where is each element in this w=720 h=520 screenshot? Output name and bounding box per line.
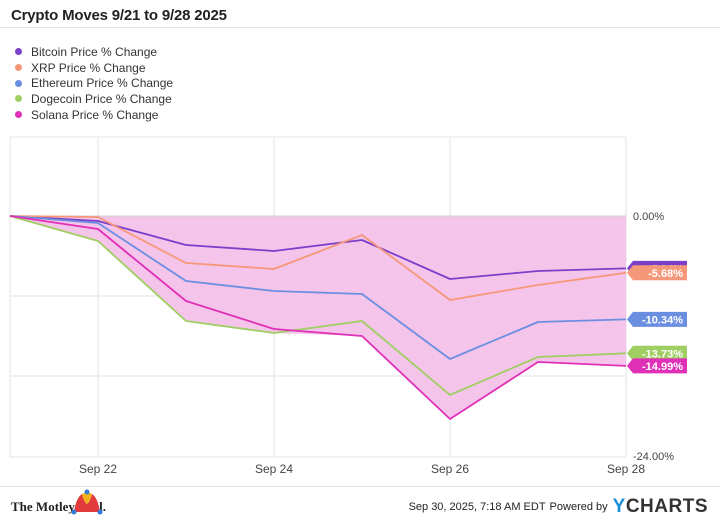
legend: Bitcoin Price % Change XRP Price % Chang…	[15, 44, 173, 122]
legend-dot-dogecoin	[15, 95, 22, 103]
end-label-tag-xrp	[627, 265, 687, 281]
end-label-text-ethereum: -10.34%	[642, 314, 683, 326]
legend-dot-ethereum	[15, 79, 22, 87]
end-label-text-dogecoin: -13.73%	[642, 348, 683, 360]
series-line-solana	[9, 215, 627, 420]
shaded-band	[10, 216, 626, 419]
legend-dot-bitcoin	[15, 48, 22, 56]
series-line-dogecoin	[9, 215, 627, 396]
powered-by-label: Powered by	[549, 501, 608, 513]
title-divider	[0, 27, 720, 28]
series-line-xrp	[9, 215, 627, 301]
end-label-tag-ethereum	[627, 311, 687, 327]
legend-dot-solana	[15, 111, 22, 119]
x-tick-label-2: Sep 26	[431, 462, 469, 476]
end-label-text-xrp: -5.68%	[648, 268, 683, 280]
footer-attribution: Sep 30, 2025, 7:18 AM EDT Powered by YCH…	[409, 496, 708, 518]
legend-label-xrp: XRP Price % Change	[31, 60, 146, 75]
legend-item-xrp[interactable]: XRP Price % Change	[15, 60, 173, 76]
end-label-ethereum: -10.34%	[627, 311, 687, 327]
legend-item-dogecoin[interactable]: Dogecoin Price % Change	[15, 91, 173, 107]
legend-label-bitcoin: Bitcoin Price % Change	[31, 44, 158, 59]
end-label-dogecoin: -13.73%	[627, 345, 687, 361]
legend-item-solana[interactable]: Solana Price % Change	[15, 107, 173, 123]
end-label-xrp: -5.68%	[627, 265, 687, 281]
legend-item-ethereum[interactable]: Ethereum Price % Change	[15, 75, 173, 91]
series-line-ethereum	[9, 215, 627, 360]
x-tick-label-1: Sep 24	[255, 462, 293, 476]
x-tick-label-0: Sep 22	[79, 462, 117, 476]
end-label-text-solana: -14.99%	[642, 361, 683, 373]
page-title: Crypto Moves 9/21 to 9/28 2025	[11, 7, 227, 24]
legend-item-bitcoin[interactable]: Bitcoin Price % Change	[15, 44, 173, 60]
legend-dot-xrp	[15, 64, 22, 72]
ycharts-logo-rest: CHARTS	[625, 496, 708, 517]
jester-hat-icon	[71, 489, 103, 515]
ycharts-logo-y: Y	[612, 496, 626, 517]
legend-label-dogecoin: Dogecoin Price % Change	[31, 91, 172, 106]
x-tick-label-3: Sep 28	[607, 462, 645, 476]
end-label-tag-solana	[627, 358, 687, 374]
legend-label-solana: Solana Price % Change	[31, 107, 159, 122]
ycharts-logo[interactable]: YCHARTS	[613, 496, 708, 518]
timestamp: Sep 30, 2025, 7:18 AM EDT	[408, 501, 546, 513]
footer-divider	[0, 486, 720, 487]
y-tick-label-0: 0.00%	[633, 211, 664, 223]
end-label-solana: -14.99%	[627, 358, 687, 374]
end-label-tag-dogecoin	[627, 345, 687, 361]
y-tick-label-1: -24.00%	[633, 451, 674, 463]
legend-label-ethereum: Ethereum Price % Change	[31, 76, 174, 91]
